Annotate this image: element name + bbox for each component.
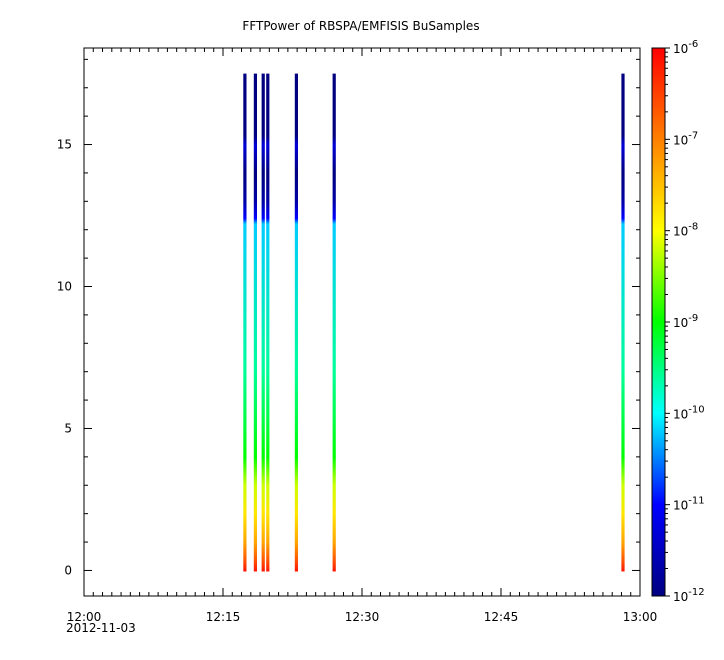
x-date-label: 2012-11-03 <box>66 621 136 635</box>
colorbar-tick-label: 10-11 <box>673 496 705 513</box>
x-axis: 12:00 12:15 12:30 12:45 13:00 <box>67 48 658 624</box>
burst-column <box>294 73 298 572</box>
y-axis: 0 5 10 15 <box>57 58 640 577</box>
colorbar-tick-label: 10-9 <box>673 313 698 330</box>
plot-frame <box>83 47 641 597</box>
y-tick-label: 15 <box>57 138 72 152</box>
burst-column <box>266 73 270 572</box>
x-tick-label: 13:00 <box>623 610 658 624</box>
chart-title: FFTPower of RBSPA/EMFISIS BuSamples <box>242 19 479 33</box>
burst-column <box>261 73 265 572</box>
x-tick-label: 12:30 <box>345 610 380 624</box>
y-tick-label: 5 <box>64 421 72 435</box>
x-tick-label: 12:00 <box>67 610 102 624</box>
burst-column <box>253 73 257 572</box>
burst-column <box>332 73 336 572</box>
bursts-layer <box>243 73 625 572</box>
colorbar-tick-label: 10-7 <box>673 130 698 147</box>
colorbar-tick-label: 10-6 <box>673 39 698 56</box>
colorbar-tick-label: 10-8 <box>673 222 698 239</box>
burst-column <box>243 73 247 572</box>
colorbar <box>651 47 666 597</box>
burst-column <box>621 73 625 572</box>
x-tick-label: 12:45 <box>484 610 519 624</box>
colorbar-tick-label: 10-12 <box>673 587 705 604</box>
colorbar-ticks: 10-6 10-7 10-8 10-9 10-10 10-11 10-12 <box>665 39 705 604</box>
y-tick-label: 10 <box>57 280 72 294</box>
colorbar-tick-label: 10-10 <box>673 404 705 421</box>
x-tick-label: 12:15 <box>206 610 241 624</box>
y-tick-label: 0 <box>64 563 72 577</box>
